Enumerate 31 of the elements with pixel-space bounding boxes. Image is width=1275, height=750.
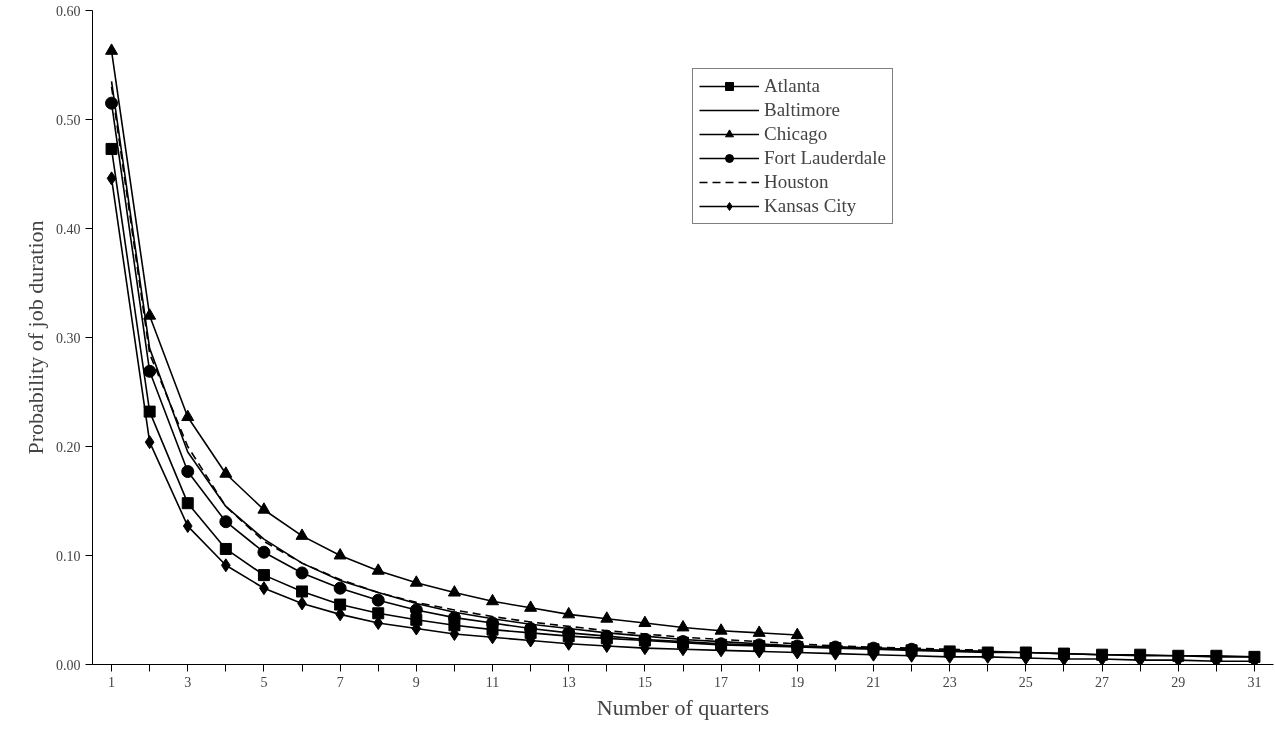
legend-label: Fort Lauderdale	[764, 147, 886, 169]
x-tick-label: 29	[1171, 674, 1186, 690]
legend-label: Atlanta	[764, 75, 820, 97]
y-tick-label: 0.40	[56, 221, 81, 237]
x-tick-label: 3	[184, 674, 192, 690]
x-tick-label: 13	[561, 674, 576, 690]
y-tick-label: 0.10	[56, 548, 81, 564]
x-tick-label: 27	[1095, 674, 1110, 690]
x-tick-label: 31	[1247, 674, 1262, 690]
legend-label: Baltimore	[764, 99, 840, 121]
x-tick-label: 11	[485, 674, 500, 690]
y-tick-label: 0.50	[56, 112, 81, 128]
legend-label: Kansas City	[764, 195, 857, 217]
legend-label: Houston	[764, 171, 829, 193]
x-tick-label: 19	[790, 674, 805, 690]
y-tick-label: 0.60	[56, 3, 81, 19]
x-tick-label: 9	[412, 674, 420, 690]
legend-label: Chicago	[764, 123, 828, 145]
y-axis-title: Probability of job duration	[23, 220, 48, 455]
y-tick-label: 0.20	[56, 439, 81, 455]
x-tick-label: 1	[108, 674, 116, 690]
y-tick-label: 0.00	[56, 657, 81, 673]
x-axis-title: Number of quarters	[596, 694, 770, 720]
x-tick-label: 21	[866, 674, 881, 690]
x-tick-label: 15	[637, 674, 652, 690]
y-tick-label: 0.30	[56, 330, 81, 346]
x-tick-label: 5	[260, 674, 268, 690]
x-tick-label: 17	[714, 674, 729, 690]
x-tick-label: 25	[1018, 674, 1033, 690]
x-tick-label: 23	[942, 674, 957, 690]
x-tick-label: 7	[336, 674, 344, 690]
